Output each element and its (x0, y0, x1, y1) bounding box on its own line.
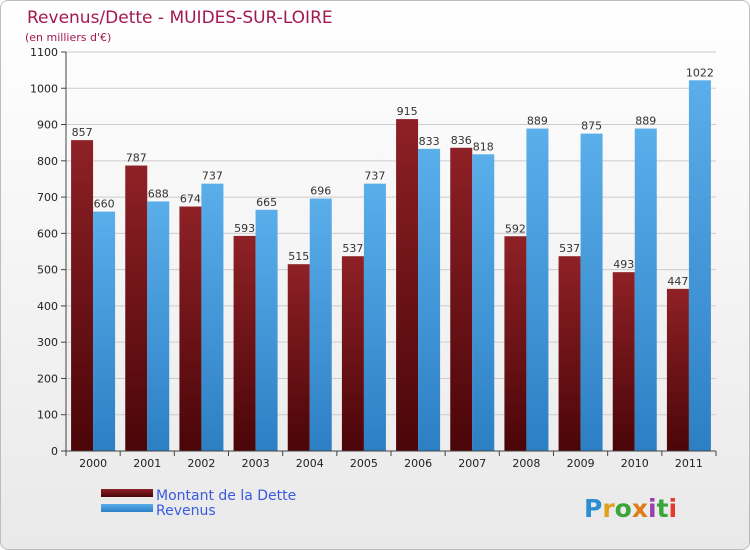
bar-dette-2007 (450, 147, 473, 451)
x-tick-label-2004: 2004 (296, 457, 324, 470)
bar-revenus-2009 (580, 133, 603, 451)
logo-letter: t (657, 494, 669, 523)
bar-revenus-2010 (634, 128, 657, 451)
x-tick-label-2007: 2007 (458, 457, 486, 470)
bar-revenus-2004 (309, 198, 332, 451)
value-label-revenus-2007: 818 (473, 140, 494, 153)
bar-dette-2004 (287, 264, 310, 451)
bar-revenus-2003 (255, 209, 278, 451)
value-label-revenus-2009: 875 (581, 120, 602, 133)
y-tick-label: 300 (37, 336, 58, 349)
logo-letter: r (602, 494, 615, 523)
value-label-revenus-2006: 833 (419, 135, 440, 148)
bar-dette-2001 (125, 165, 148, 451)
value-label-dette-2010: 493 (613, 258, 634, 271)
logo-letter: i (648, 494, 657, 523)
value-label-revenus-2008: 889 (527, 115, 548, 128)
value-label-dette-2000: 857 (72, 126, 93, 139)
bar-dette-2006 (396, 119, 419, 451)
x-tick-label-2008: 2008 (512, 457, 540, 470)
bar-dette-2011 (666, 288, 689, 451)
y-tick-label: 800 (37, 155, 58, 168)
bar-dette-2010 (612, 272, 635, 451)
legend: Montant de la Dette Revenus (101, 488, 296, 519)
value-label-dette-2004: 515 (288, 250, 309, 263)
legend-label-revenus: Revenus (156, 503, 216, 519)
y-tick-label: 700 (37, 191, 58, 204)
bar-revenus-2006 (418, 148, 441, 451)
value-label-revenus-2004: 696 (310, 185, 331, 198)
value-label-dette-2005: 537 (342, 242, 363, 255)
y-tick-label: 200 (37, 372, 58, 385)
bar-revenus-2000 (93, 211, 116, 451)
bar-dette-2005 (341, 256, 364, 451)
y-tick-label: 100 (37, 409, 58, 422)
value-label-revenus-2005: 737 (364, 170, 385, 183)
value-label-revenus-2001: 688 (148, 187, 169, 200)
bar-revenus-2001 (147, 201, 170, 451)
x-tick-label-2010: 2010 (621, 457, 649, 470)
x-tick-label-2002: 2002 (187, 457, 215, 470)
y-tick-label: 900 (37, 119, 58, 132)
bar-revenus-2007 (472, 154, 495, 451)
value-label-revenus-2003: 665 (256, 196, 277, 209)
x-tick-label-2000: 2000 (79, 457, 107, 470)
value-label-dette-2006: 915 (397, 105, 418, 118)
axes: 0 100 200 300 400 500 600 700 800 900 1000 1100 2000… (30, 46, 717, 470)
value-label-dette-2008: 592 (505, 222, 526, 235)
bar-revenus-2002 (201, 183, 224, 452)
bar-revenus-2011 (688, 80, 711, 451)
grid-lines (66, 51, 716, 452)
value-label-revenus-2011: 1022 (686, 66, 714, 79)
x-tick-label-2005: 2005 (350, 457, 378, 470)
x-tick-label-2006: 2006 (404, 457, 432, 470)
chart-title: Revenus/Dette - MUIDES-SUR-LOIRE (27, 8, 333, 28)
legend-swatch-revenus (101, 504, 153, 512)
y-tick-label: 500 (37, 264, 58, 277)
value-label-dette-2001: 787 (126, 152, 147, 165)
x-tick-label-2009: 2009 (567, 457, 595, 470)
y-tick-label: 600 (37, 227, 58, 240)
chart-subtitle: (en milliers d'€) (25, 31, 111, 44)
bar-dette-2002 (179, 206, 202, 451)
value-label-revenus-2010: 889 (635, 115, 656, 128)
y-tick-label: 1100 (30, 46, 58, 59)
value-label-dette-2009: 537 (559, 242, 580, 255)
bar-revenus-2008 (526, 128, 549, 451)
bar-dette-2003 (233, 235, 256, 451)
logo-letter: i (669, 494, 678, 523)
bar-dette-2000 (71, 140, 94, 451)
x-tick-label-2011: 2011 (675, 457, 703, 470)
bar-dette-2008 (504, 236, 527, 451)
y-tick-label: 400 (37, 300, 58, 313)
legend-swatch-dette (101, 489, 153, 497)
logo-letter: x (632, 494, 648, 523)
x-tick-label-2001: 2001 (133, 457, 161, 470)
x-tick-label-2003: 2003 (242, 457, 270, 470)
value-label-revenus-2002: 737 (202, 170, 223, 183)
logo-letter: P (584, 494, 602, 523)
logo-letter: o (615, 494, 632, 523)
value-label-dette-2002: 674 (180, 193, 201, 206)
legend-label-dette: Montant de la Dette (156, 488, 296, 504)
value-label-dette-2011: 447 (667, 275, 688, 288)
y-tick-label: 0 (51, 445, 58, 458)
value-label-revenus-2000: 660 (94, 198, 115, 211)
y-tick-label: 1000 (30, 82, 58, 95)
bar-revenus-2005 (363, 183, 386, 452)
bar-dette-2009 (558, 256, 581, 451)
proxiti-logo: Proxiti (584, 494, 677, 523)
value-label-dette-2003: 593 (234, 222, 255, 235)
value-label-dette-2007: 836 (451, 134, 472, 147)
